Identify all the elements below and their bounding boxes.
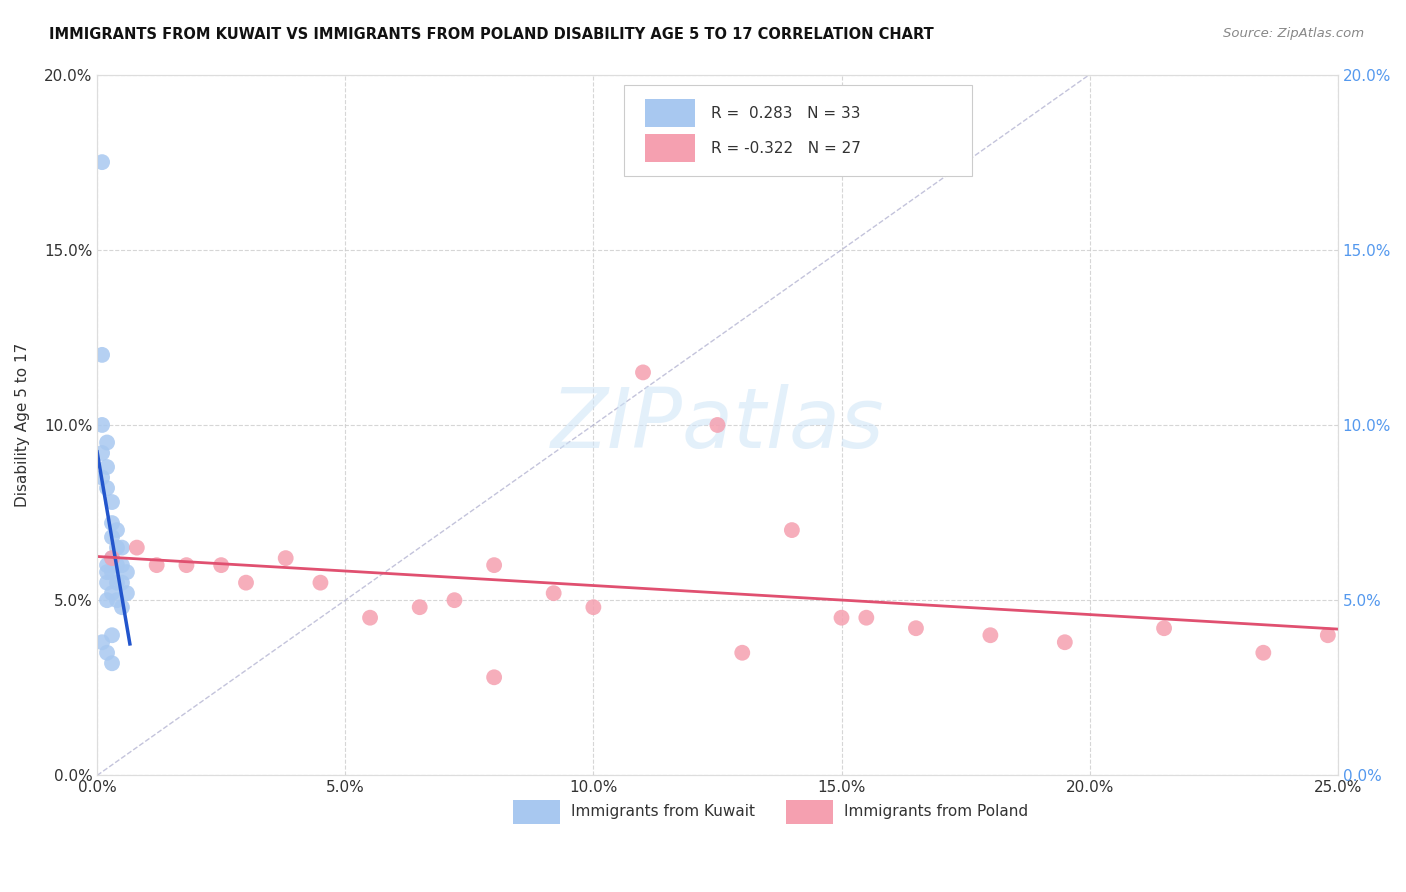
Point bbox=[409, 600, 432, 615]
Point bbox=[482, 670, 505, 684]
Point bbox=[115, 565, 138, 579]
Point bbox=[105, 523, 128, 537]
Point bbox=[176, 558, 198, 573]
Bar bbox=[645, 134, 695, 162]
Point bbox=[125, 541, 148, 555]
Text: IMMIGRANTS FROM KUWAIT VS IMMIGRANTS FROM POLAND DISABILITY AGE 5 TO 17 CORRELAT: IMMIGRANTS FROM KUWAIT VS IMMIGRANTS FRO… bbox=[49, 27, 934, 42]
Y-axis label: Disability Age 5 to 17: Disability Age 5 to 17 bbox=[15, 343, 30, 507]
Point bbox=[101, 551, 124, 566]
Bar bbox=[645, 99, 695, 127]
FancyBboxPatch shape bbox=[624, 85, 972, 176]
Bar bbox=[513, 800, 560, 824]
Point bbox=[96, 558, 118, 573]
Point bbox=[111, 600, 134, 615]
Point bbox=[101, 628, 124, 642]
Text: R =  0.283   N = 33: R = 0.283 N = 33 bbox=[711, 105, 860, 120]
Point bbox=[706, 417, 728, 432]
Point bbox=[309, 575, 332, 590]
Text: Immigrants from Poland: Immigrants from Poland bbox=[844, 805, 1028, 820]
Text: Immigrants from Kuwait: Immigrants from Kuwait bbox=[571, 805, 755, 820]
Point bbox=[111, 558, 134, 573]
Point bbox=[482, 558, 505, 573]
Point bbox=[105, 558, 128, 573]
Point bbox=[91, 348, 114, 362]
Point bbox=[101, 495, 124, 509]
Point bbox=[105, 575, 128, 590]
Point bbox=[101, 657, 124, 671]
Point bbox=[96, 565, 118, 579]
Point bbox=[91, 446, 114, 460]
Point bbox=[235, 575, 257, 590]
Point bbox=[91, 155, 114, 169]
Point bbox=[96, 575, 118, 590]
Text: ZIPatlas: ZIPatlas bbox=[551, 384, 884, 466]
Point bbox=[780, 523, 803, 537]
Point bbox=[105, 593, 128, 607]
Point bbox=[1253, 646, 1275, 660]
Text: R = -0.322   N = 27: R = -0.322 N = 27 bbox=[711, 141, 860, 155]
Point bbox=[111, 575, 134, 590]
Point bbox=[359, 610, 381, 624]
Point bbox=[91, 470, 114, 484]
Point bbox=[101, 565, 124, 579]
Point bbox=[91, 417, 114, 432]
Point bbox=[1053, 635, 1076, 649]
Point bbox=[96, 460, 118, 475]
Point bbox=[582, 600, 605, 615]
Point bbox=[1316, 628, 1339, 642]
Point bbox=[96, 481, 118, 495]
Point bbox=[105, 541, 128, 555]
Point bbox=[904, 621, 927, 635]
Point bbox=[543, 586, 565, 600]
Point bbox=[101, 586, 124, 600]
Point bbox=[855, 610, 877, 624]
Point bbox=[731, 646, 754, 660]
Point bbox=[145, 558, 167, 573]
Point bbox=[101, 551, 124, 566]
Point bbox=[1153, 621, 1175, 635]
Point bbox=[115, 586, 138, 600]
Point bbox=[101, 530, 124, 544]
Point bbox=[979, 628, 1001, 642]
Point bbox=[91, 635, 114, 649]
Text: Source: ZipAtlas.com: Source: ZipAtlas.com bbox=[1223, 27, 1364, 40]
Point bbox=[274, 551, 297, 566]
Point bbox=[631, 365, 654, 379]
Point bbox=[831, 610, 853, 624]
Point bbox=[101, 516, 124, 530]
Point bbox=[96, 435, 118, 450]
Point bbox=[96, 593, 118, 607]
Bar bbox=[786, 800, 832, 824]
Point bbox=[443, 593, 465, 607]
Point bbox=[96, 646, 118, 660]
Point bbox=[111, 541, 134, 555]
Point bbox=[209, 558, 232, 573]
